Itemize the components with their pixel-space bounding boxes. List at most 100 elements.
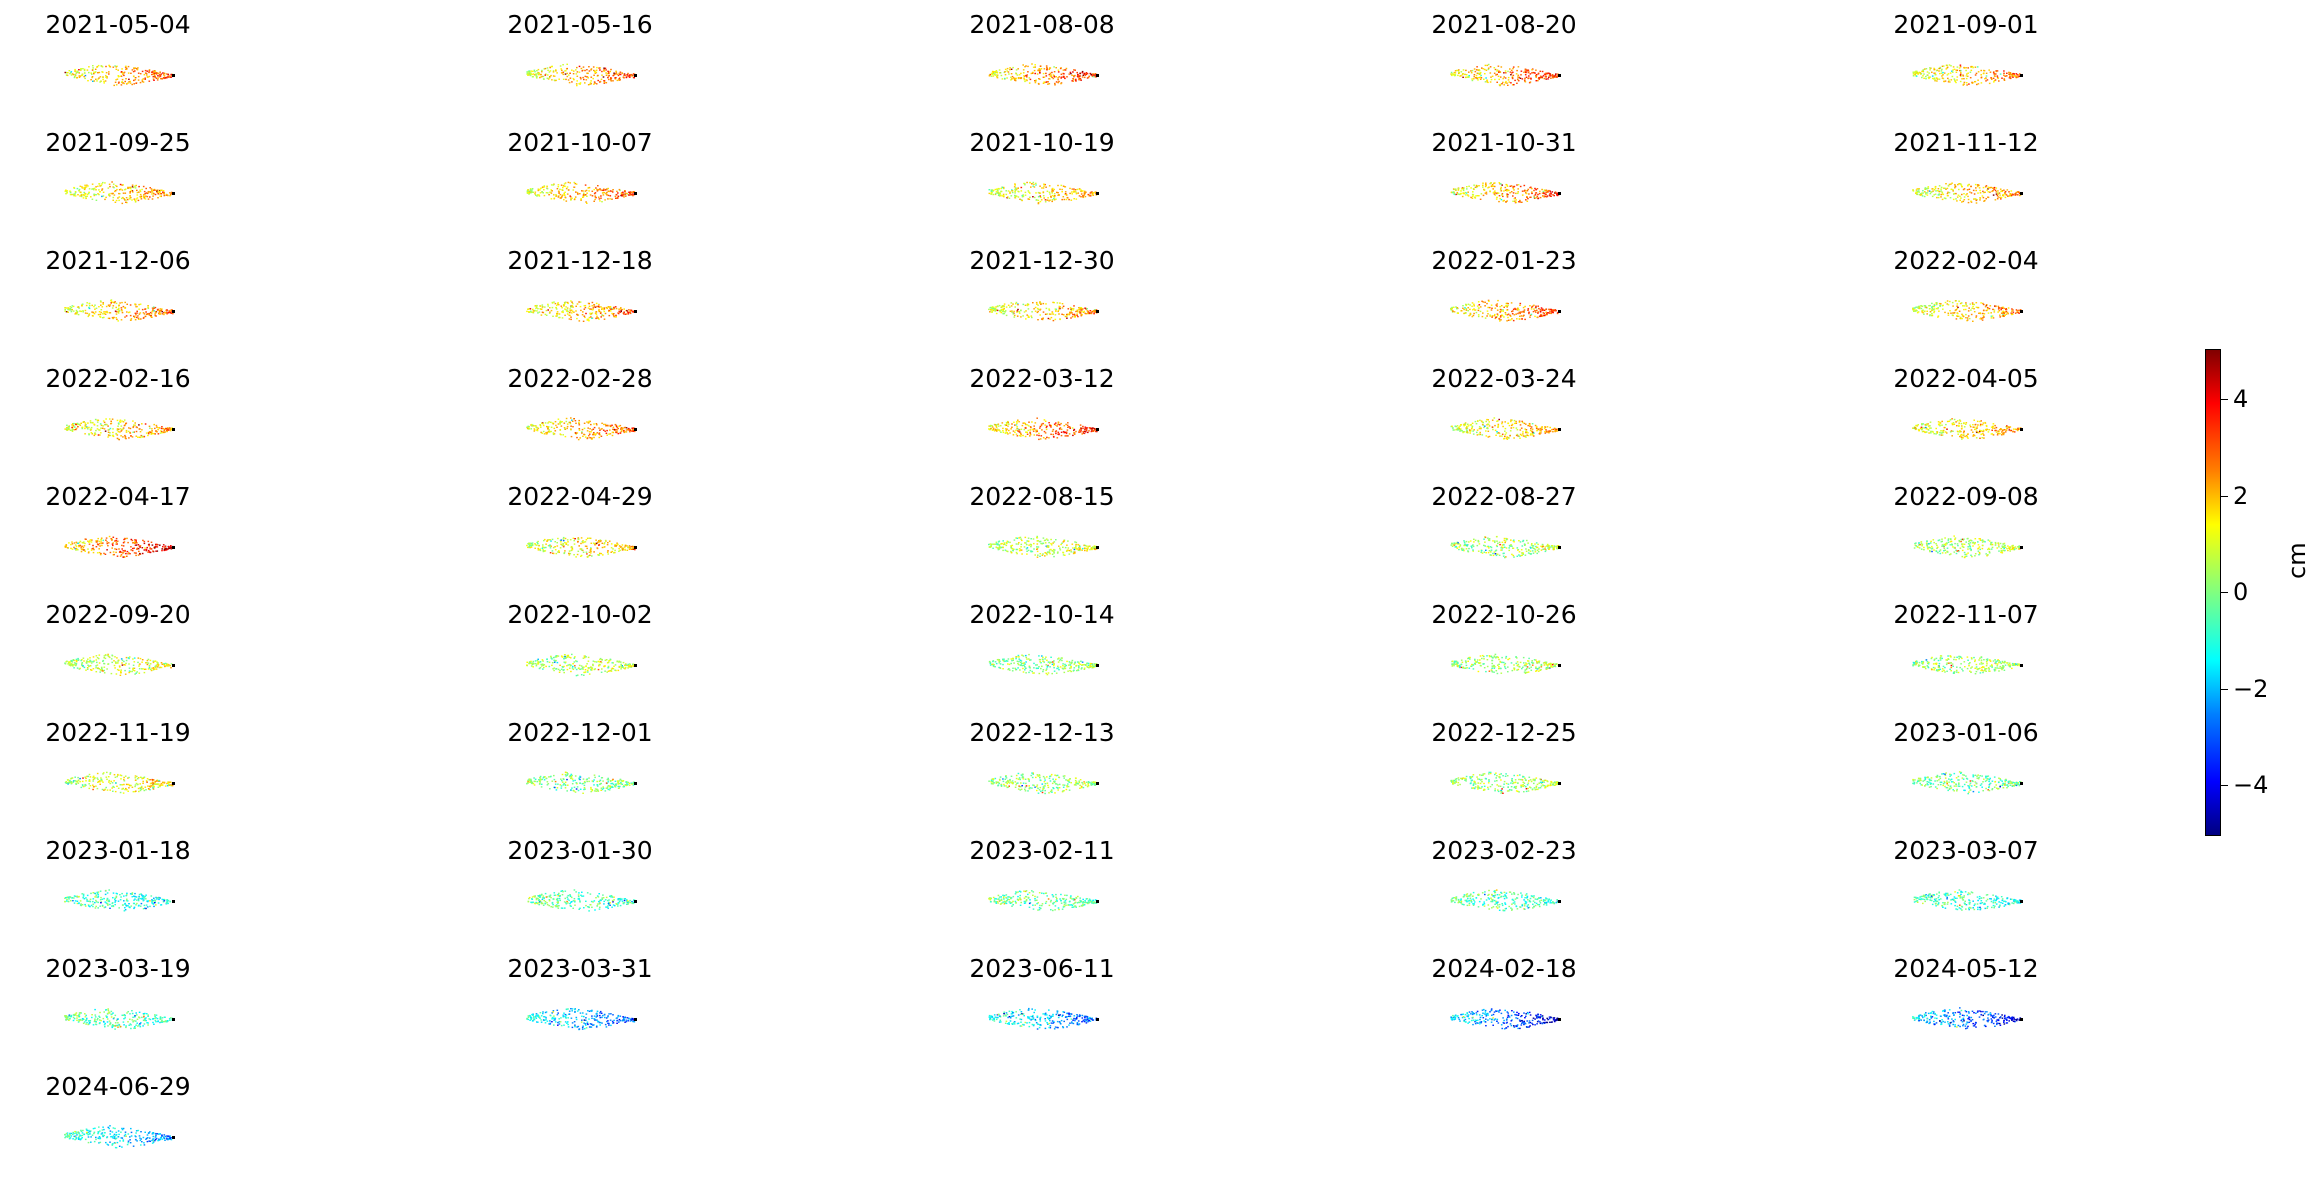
scatter-point	[1937, 188, 1940, 190]
scatter-point	[606, 429, 608, 432]
scatter-point	[622, 429, 625, 432]
scatter-point	[1029, 181, 1031, 184]
scatter-point	[151, 71, 153, 73]
scatter-point	[528, 70, 531, 72]
scatter-point	[1933, 304, 1936, 307]
scatter-point	[541, 304, 544, 306]
scatter-point	[1928, 76, 1931, 78]
scatter-point	[147, 76, 149, 78]
scatter-point	[135, 430, 138, 433]
scatter-point	[170, 428, 173, 430]
subplot-panel: 2022-02-04	[1848, 246, 2148, 356]
scatter-point	[71, 424, 73, 426]
scatter-point	[2015, 75, 2018, 78]
scatter-point	[1500, 190, 1503, 192]
scatter-point	[65, 193, 67, 195]
scatter-point	[151, 430, 153, 432]
subplot-panel: 2021-08-20	[1386, 10, 1686, 120]
scatter-point	[1963, 78, 1965, 80]
subplot-panel: 2022-01-23	[1386, 246, 1686, 356]
scatter-point	[1509, 430, 1512, 432]
scatter-point	[1488, 421, 1490, 423]
scatter-point	[1543, 309, 1546, 311]
scatter-point	[1054, 308, 1057, 310]
scatter-point	[531, 425, 533, 427]
scatter-point	[2001, 306, 2004, 309]
scatter-point	[539, 424, 541, 426]
scatter-point	[1062, 314, 1065, 316]
scatter-point	[1459, 425, 1461, 427]
scatter-point	[163, 428, 166, 431]
scatter-point	[567, 181, 570, 184]
scatter-point	[1926, 313, 1928, 315]
scatter-point	[112, 192, 114, 195]
scatter-point	[1024, 191, 1027, 194]
scatter-point	[581, 190, 583, 192]
scatter-point	[114, 301, 116, 303]
scatter-point	[542, 75, 545, 78]
scatter-point	[1040, 424, 1043, 427]
scatter-point	[1487, 313, 1489, 315]
scatter-point	[82, 310, 84, 312]
scatter-point	[1465, 74, 1468, 76]
scatter-point	[1494, 192, 1497, 194]
scatter-point	[137, 315, 139, 317]
scatter-point	[552, 432, 555, 434]
scatter-point	[78, 75, 81, 77]
scatter-point	[1094, 192, 1097, 195]
scatter-point	[1476, 195, 1479, 197]
scatter-point	[1958, 183, 1961, 185]
scatter-point	[602, 189, 605, 191]
scatter-point	[604, 67, 607, 69]
scatter-point	[1052, 301, 1054, 304]
scatter-point	[1501, 184, 1503, 186]
scatter-point	[609, 429, 611, 431]
scatter-point	[74, 70, 76, 72]
scatter-point	[1060, 73, 1063, 75]
scatter-point	[1055, 422, 1057, 424]
scatter-point	[136, 69, 139, 71]
scatter-point	[582, 76, 584, 79]
scatter-point	[1056, 425, 1058, 427]
scatter-point	[620, 427, 623, 429]
scatter-point	[1549, 190, 1551, 192]
scatter-point	[1066, 317, 1068, 319]
scatter-point	[996, 72, 998, 74]
scatter-point	[139, 81, 142, 84]
scatter-point	[118, 81, 120, 83]
scatter-point	[1500, 186, 1502, 189]
scatter-point	[1457, 429, 1459, 431]
scatter-point	[1973, 198, 1976, 200]
scatter-point	[1952, 69, 1954, 71]
scatter-point	[1471, 426, 1473, 429]
scatter-point	[580, 198, 582, 200]
scatter-point	[588, 190, 590, 192]
scatter-point	[621, 308, 623, 311]
scatter-point	[1982, 302, 1984, 305]
scatter-point	[588, 316, 591, 319]
scatter-point	[2001, 315, 2004, 317]
scatter-point	[1959, 66, 1962, 68]
scatter-point	[1938, 185, 1941, 187]
scatter-point	[84, 186, 87, 188]
scatter-point	[1035, 431, 1037, 433]
scatter-point	[1018, 311, 1020, 313]
scatter-point	[994, 74, 996, 76]
scatter-point	[1973, 308, 1975, 310]
scatter-point	[1505, 72, 1507, 74]
scatter-point	[1960, 184, 1963, 186]
scatter-point	[1014, 189, 1017, 192]
scatter-point	[590, 68, 593, 70]
scatter-point	[1985, 75, 1988, 77]
scatter-point	[613, 308, 615, 310]
scatter-point	[1521, 194, 1524, 196]
scatter-point	[1975, 315, 1978, 317]
scatter-point	[551, 79, 553, 81]
scatter-point	[1055, 81, 1058, 83]
scatter-point	[1475, 69, 1478, 71]
displacement-scatter	[1450, 182, 1561, 204]
displacement-scatter	[1450, 63, 1561, 87]
scatter-point	[1916, 310, 1918, 312]
scatter-point	[1953, 78, 1956, 80]
scatter-point	[557, 195, 560, 197]
